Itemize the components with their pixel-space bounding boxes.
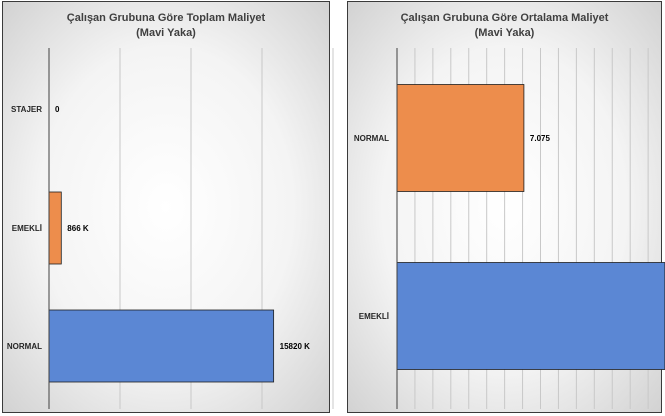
bar [48, 309, 275, 383]
data-label: 0 [55, 105, 60, 114]
chart-panel-average-cost: Çalışan Grubuna Göre Ortalama Maliyet (M… [347, 1, 665, 413]
chart-subtitle: (Mavi Yaka) [474, 27, 535, 39]
bar [396, 262, 665, 370]
category-label: NORMAL [7, 342, 42, 351]
chart-panel-total-cost: Çalışan Grubuna Göre Toplam Maliyet (Mav… [2, 1, 334, 413]
bar [396, 84, 525, 192]
chart-plot-total-cost: STAJER 0 EMEKLİ 866 K NORMAL 15820 K [7, 48, 334, 409]
category-label: NORMAL [354, 134, 389, 143]
category-label: STAJER [11, 105, 42, 114]
chart-title: Çalışan Grubuna Göre Ortalama Maliyet [400, 12, 609, 24]
category-label: EMEKLİ [12, 224, 42, 233]
bar [48, 191, 62, 265]
data-label: 15820 K [280, 342, 310, 351]
chart-subtitle: (Mavi Yaka) [136, 27, 196, 39]
chart-title: Çalışan Grubuna Göre Toplam Maliyet [66, 12, 266, 24]
data-label: 866 K [67, 224, 89, 233]
data-label: 7.075 [530, 134, 551, 143]
category-label: EMEKLİ [359, 312, 389, 321]
